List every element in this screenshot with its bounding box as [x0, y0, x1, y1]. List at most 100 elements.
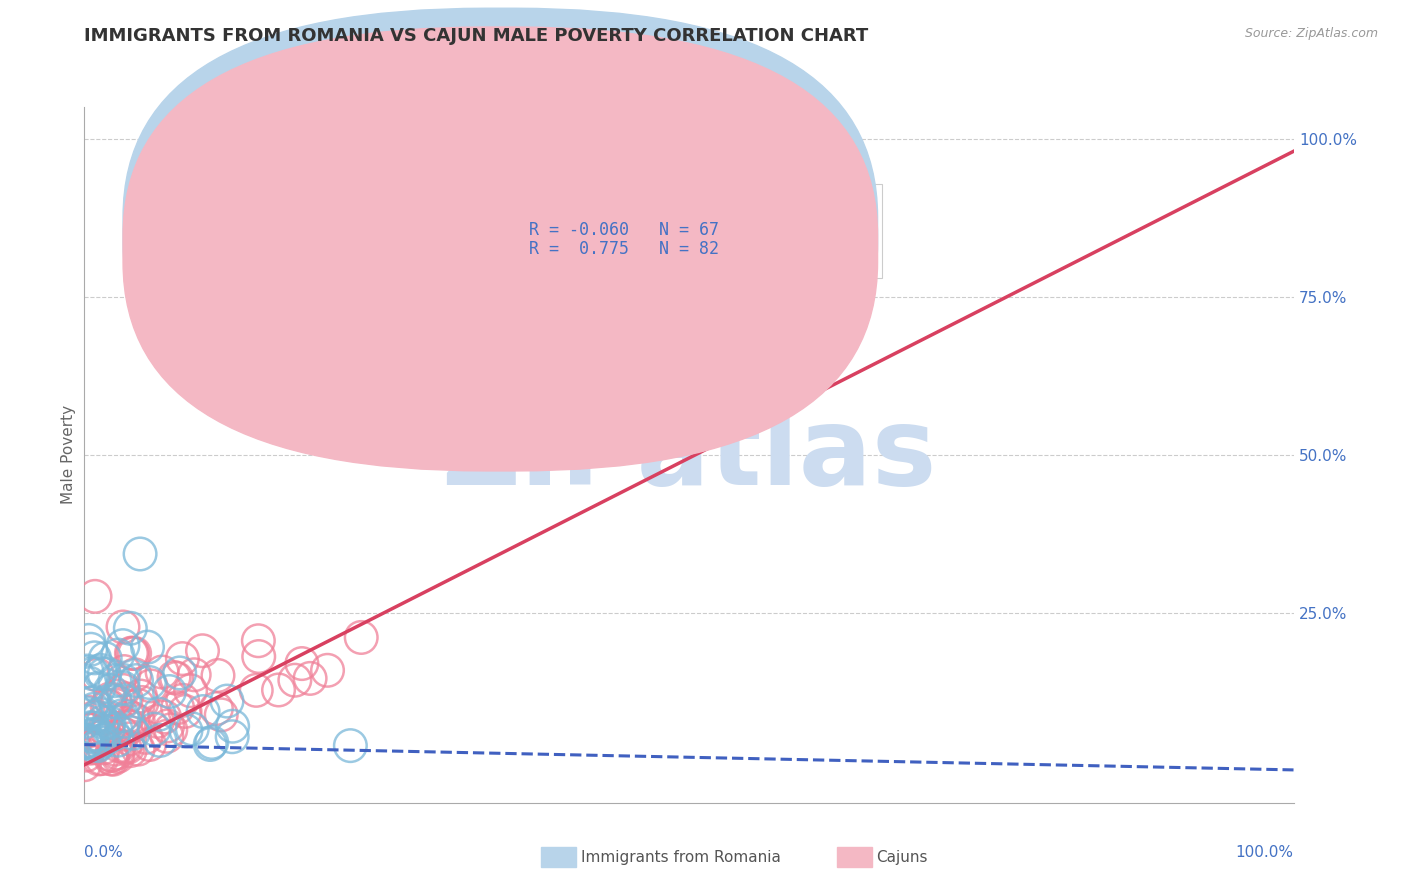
Point [79, 676, 101, 690]
Point [80, 723, 103, 738]
Point [107, 746, 129, 760]
Point [221, 730, 243, 744]
Point [111, 620, 134, 634]
Point [87, 739, 110, 753]
Point [131, 696, 153, 710]
Text: ZIPatlas: ZIPatlas [441, 402, 936, 508]
Point [121, 646, 143, 660]
Point [94, 651, 117, 665]
Point [138, 738, 160, 752]
Point [97, 725, 120, 739]
Point [174, 705, 197, 719]
Point [100, 748, 122, 763]
Point [86, 731, 108, 745]
Point [117, 739, 139, 754]
Text: R =  0.775   N = 82: R = 0.775 N = 82 [529, 240, 720, 258]
Point [77, 633, 100, 648]
Point [75, 735, 97, 749]
Point [112, 683, 135, 698]
Point [247, 633, 270, 648]
Point [112, 694, 135, 708]
Point [75, 735, 97, 749]
Point [77, 733, 100, 747]
Point [127, 714, 149, 729]
Point [73, 757, 96, 772]
Point [267, 682, 290, 697]
Point [139, 679, 162, 693]
Point [89, 707, 111, 722]
Point [129, 689, 152, 703]
Point [291, 657, 314, 671]
Point [98, 692, 121, 706]
Text: Source: ZipAtlas.com: Source: ZipAtlas.com [1244, 27, 1378, 40]
Point [76, 734, 98, 748]
Point [350, 631, 373, 645]
Point [93, 740, 115, 755]
Point [339, 739, 361, 753]
Point [91, 714, 114, 729]
Point [80, 721, 103, 735]
Point [120, 621, 142, 635]
Point [79, 723, 101, 737]
Point [83, 710, 105, 724]
Point [112, 714, 135, 728]
Point [98, 683, 121, 698]
Point [148, 707, 170, 722]
Point [205, 701, 228, 715]
Point [90, 731, 112, 745]
Point [107, 648, 129, 662]
Point [181, 722, 204, 736]
Point [97, 722, 120, 736]
Point [221, 719, 243, 733]
Point [117, 709, 139, 723]
Point [122, 726, 145, 740]
Point [90, 751, 112, 765]
FancyBboxPatch shape [124, 27, 877, 471]
Point [82, 738, 104, 752]
Point [112, 727, 135, 741]
Point [215, 694, 238, 708]
Text: 0.0%: 0.0% [84, 845, 124, 860]
Point [98, 698, 121, 713]
FancyBboxPatch shape [124, 8, 877, 452]
Point [107, 689, 129, 703]
Point [153, 710, 176, 724]
Point [143, 722, 166, 736]
Point [114, 740, 136, 755]
Point [112, 665, 135, 679]
Point [111, 639, 134, 653]
Point [191, 644, 214, 658]
Point [77, 705, 100, 719]
Point [90, 664, 112, 678]
Text: Immigrants from Romania: Immigrants from Romania [581, 850, 780, 864]
Point [124, 667, 146, 681]
Point [201, 735, 224, 749]
Point [118, 731, 141, 746]
Point [104, 698, 127, 713]
Point [93, 733, 115, 747]
FancyBboxPatch shape [460, 184, 883, 277]
Point [96, 698, 118, 713]
Point [135, 731, 157, 745]
Point [299, 672, 322, 686]
Point [150, 665, 173, 679]
Point [124, 647, 146, 661]
Text: R = -0.060   N = 67: R = -0.060 N = 67 [529, 221, 720, 239]
Y-axis label: Male Poverty: Male Poverty [60, 405, 76, 505]
Point [127, 698, 149, 713]
Point [83, 740, 105, 755]
Point [166, 671, 188, 685]
Point [172, 651, 194, 665]
Point [127, 742, 149, 756]
Point [83, 650, 105, 665]
Point [89, 736, 111, 750]
Point [104, 723, 127, 737]
Point [84, 590, 107, 604]
Point [166, 700, 188, 714]
Text: 100.0%: 100.0% [1236, 845, 1294, 860]
Point [156, 729, 179, 743]
Point [156, 719, 179, 733]
Point [112, 681, 135, 695]
Point [122, 712, 145, 726]
Point [76, 664, 98, 678]
